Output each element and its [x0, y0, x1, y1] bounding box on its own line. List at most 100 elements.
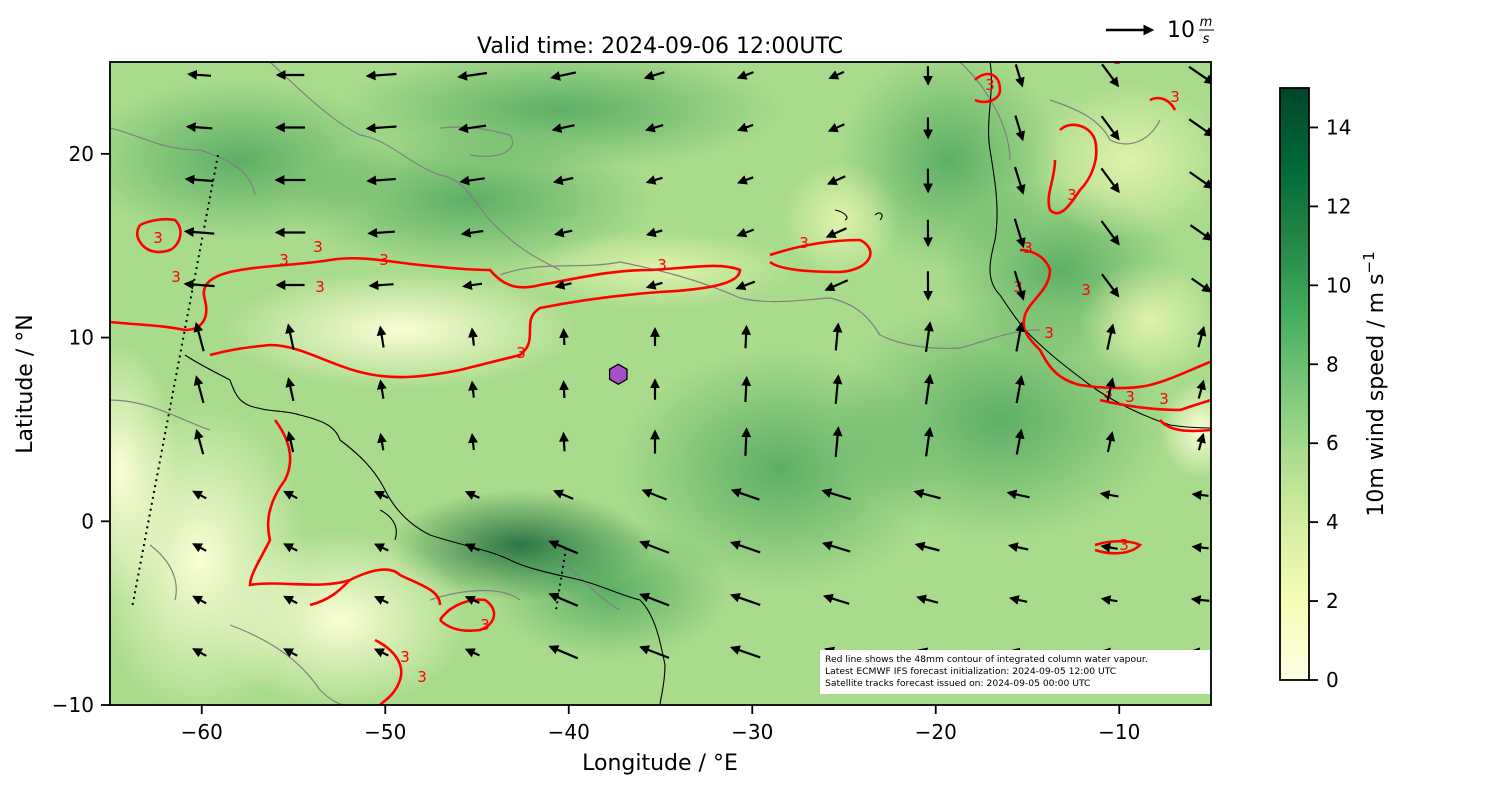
- wind-arrow: [559, 431, 569, 452]
- contour-label: 3: [1103, 384, 1113, 402]
- wind-arrow: [826, 175, 846, 185]
- contour-label: 3: [153, 229, 163, 247]
- wind-arrow: [464, 490, 480, 500]
- wind-arrow: [645, 175, 663, 185]
- wind-arrow: [183, 279, 215, 290]
- wind-arrow: [184, 174, 214, 185]
- wind-arrow: [641, 488, 667, 501]
- wind-arrow: [735, 280, 756, 291]
- wind-arrow: [741, 375, 752, 403]
- wind-arrow: [824, 279, 849, 292]
- coastline: [184, 62, 1211, 705]
- contour-label: 3: [657, 256, 667, 274]
- wind-arrow: [1006, 489, 1030, 500]
- wind-arrow: [459, 175, 485, 186]
- wind-arrow: [1191, 542, 1209, 553]
- wind-arrow: [283, 595, 298, 605]
- wind-arrow: [373, 490, 389, 500]
- wind-arrow: [1196, 325, 1207, 348]
- contour-label: 3: [1013, 278, 1023, 296]
- wind-arrow: [1100, 167, 1120, 194]
- contour-label: 3: [400, 648, 410, 666]
- wind-arrow: [554, 280, 572, 290]
- wind-arrow: [736, 70, 754, 80]
- wind-arrow: [1013, 166, 1026, 195]
- wind-arrow: [825, 227, 847, 239]
- wind-arrow: [1101, 273, 1120, 298]
- x-axis-label: Longitude / °E: [582, 751, 738, 776]
- wind-arrow: [366, 175, 396, 186]
- wind-arrow: [460, 227, 484, 238]
- wind-vectors: [183, 63, 1305, 660]
- wind-arrow: [553, 227, 573, 238]
- quiver-key: 10 m s: [1106, 15, 1214, 47]
- wind-arrow: [1014, 115, 1026, 142]
- wind-arrow: [183, 227, 215, 237]
- contour-label: 3: [1119, 536, 1129, 554]
- wind-arrow: [552, 175, 574, 186]
- colorbar-tick-label: 6: [1326, 431, 1339, 455]
- contour-label: 3: [1044, 324, 1054, 342]
- quiver-key-unit-num: m: [1200, 15, 1213, 30]
- wind-arrow: [559, 380, 569, 398]
- wind-arrow: [468, 327, 478, 346]
- wind-arrow: [1007, 542, 1029, 553]
- satellite-tracks: [131, 154, 567, 611]
- contour-label: 3: [315, 278, 325, 296]
- wind-arrow: [458, 123, 487, 134]
- wind-arrow: [1196, 379, 1207, 399]
- wind-arrow: [736, 175, 754, 185]
- y-axis-label: Latitude / °N: [13, 314, 38, 453]
- wind-arrow: [548, 645, 579, 660]
- wind-arrow: [914, 541, 940, 552]
- wind-arrow: [729, 645, 761, 659]
- wind-arrow: [741, 427, 752, 456]
- wind-arrow: [552, 489, 574, 500]
- wind-arrow: [193, 375, 205, 404]
- wind-arrow: [283, 543, 298, 553]
- wind-arrow: [1190, 595, 1210, 605]
- contour-label: 3: [417, 668, 427, 686]
- wind-arrow: [1189, 171, 1211, 190]
- wind-arrow: [1008, 595, 1028, 605]
- wind-arrow: [283, 648, 298, 658]
- wind-arrow: [464, 543, 480, 553]
- wind-arrow: [1191, 490, 1209, 500]
- wind-arrow: [1013, 218, 1026, 249]
- contour-label: 3: [480, 616, 490, 634]
- x-tick-label: −40: [548, 720, 590, 744]
- x-tick-label: −50: [364, 720, 406, 744]
- x-tick-label: −60: [181, 720, 223, 744]
- colorbar-tick-label: 8: [1326, 352, 1339, 376]
- wind-arrow: [192, 595, 207, 605]
- annotation-box: Red line shows the 48mm contour of integ…: [820, 650, 1215, 694]
- x-tick-label: −30: [731, 720, 773, 744]
- contour-label: 3: [516, 344, 526, 362]
- wind-arrow: [924, 321, 934, 352]
- contour-label: 3: [1023, 239, 1033, 257]
- wind-arrow: [464, 648, 480, 658]
- contour-label: 3: [985, 76, 995, 94]
- wind-arrow: [1106, 323, 1116, 350]
- wind-arrow: [550, 71, 577, 81]
- wind-arrow: [737, 122, 754, 133]
- wind-arrow: [462, 280, 483, 291]
- contour-label: 3: [379, 251, 389, 269]
- wind-arrow: [1014, 64, 1025, 88]
- contour-label: 3: [171, 268, 181, 286]
- wind-arrow: [730, 488, 760, 501]
- wind-arrow: [285, 323, 295, 350]
- wind-arrow: [373, 595, 389, 605]
- colorbar-tick-label: 12: [1326, 194, 1351, 218]
- wind-arrow: [559, 328, 569, 346]
- wind-arrow: [285, 377, 296, 402]
- colorbar-tick-label: 2: [1326, 589, 1339, 613]
- wind-arrow: [468, 433, 478, 451]
- wind-arrow: [548, 592, 579, 607]
- wind-arrow: [1279, 70, 1305, 80]
- wind-arrow: [368, 280, 394, 291]
- wind-arrow: [1188, 118, 1211, 137]
- wind-arrow: [373, 648, 389, 658]
- colorbar-tick-label: 4: [1326, 510, 1339, 534]
- wind-arrow: [1100, 542, 1118, 553]
